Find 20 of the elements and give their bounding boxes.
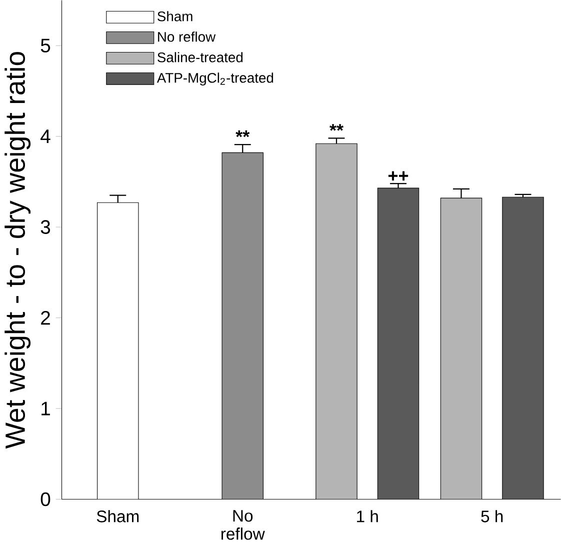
x-tick-label: No reflow: [221, 510, 265, 540]
annotation: ++: [388, 171, 408, 180]
y-tick-label: 2: [41, 310, 50, 324]
y-tick-label: 4: [40, 130, 50, 143]
annotation: **: [236, 130, 250, 138]
bar: [502, 196, 544, 500]
x-tick-label: 5 h: [481, 510, 503, 522]
legend-label: ATP-MgCl$_{2}$-treated: [156, 72, 274, 86]
legend-label: Sham: [158, 10, 192, 22]
legend-label: No reflow: [158, 31, 216, 42]
y-axis-title: Wet weight - to - dry weight ratio: [4, 52, 31, 449]
y-tick-label: 0: [40, 492, 50, 506]
y-tick-label: 1: [42, 402, 50, 416]
annotation: **: [330, 124, 344, 131]
y-tick-label: 3: [40, 220, 50, 234]
x-tick-label: Sham: [96, 510, 139, 522]
x-tick-label: 1 h: [357, 510, 378, 522]
y-tick-label: 5: [40, 38, 50, 52]
legend-label: Saline-treated: [158, 52, 243, 62]
bar: [377, 188, 420, 500]
